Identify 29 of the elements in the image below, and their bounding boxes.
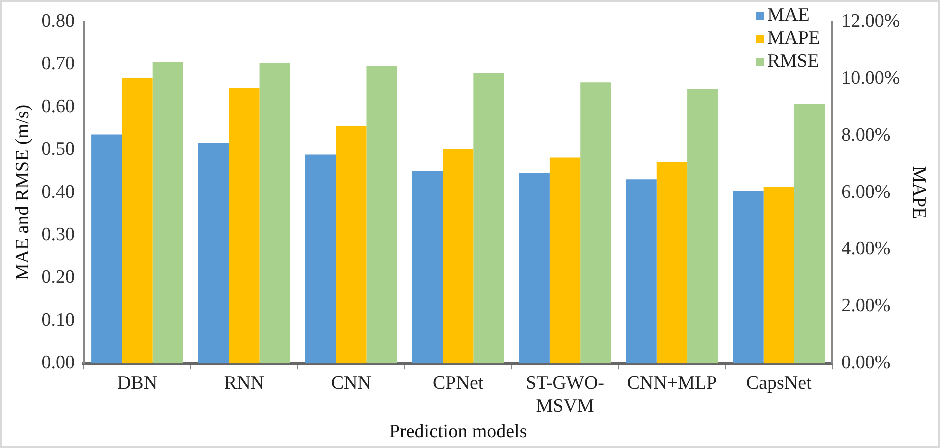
x-tick-label: CapsNet [746,372,813,394]
y-tick-label: 0.10 [42,310,76,331]
y2-tick-label: 10.00% [842,68,900,89]
x-tick-label: CNN+MLP [627,372,718,394]
y-tick-label: 0.60 [42,96,76,118]
y-tick-label: 0.20 [42,267,76,288]
x-axis-title: Prediction models [389,422,528,443]
y-axis-title: MAE and RMSE (m/s) [12,104,34,281]
legend-label: RMSE [768,50,820,73]
legend-label: MAPE [768,27,820,50]
y2-tick-label: 12.00% [842,10,900,32]
y-tick-label: 0.30 [42,224,76,246]
legend-label: MAE [768,4,810,27]
y2-tick-label: 0.00% [842,352,891,374]
y-tick-label: 0.00 [42,352,76,374]
y-tick-label: 0.40 [42,182,76,203]
x-tick-label: RNN [224,372,265,394]
y2-tick-label: 4.00% [842,238,891,260]
x-tick-label: DBN [117,372,158,394]
y2-tick-label: 6.00% [842,182,891,203]
y2-tick-label: 2.00% [842,296,891,317]
x-tick-label: CNN [331,372,372,394]
x-tick-label: CPNet [432,372,484,394]
y-tick-label: 0.50 [42,139,76,160]
y2-axis-title: MAPE [908,166,930,220]
x-tick-label: ST-GWO-MSVM [526,372,605,417]
y-tick-label: 0.70 [42,54,76,75]
y2-tick-label: 8.00% [842,124,891,146]
y-tick-label: 0.80 [42,10,76,32]
